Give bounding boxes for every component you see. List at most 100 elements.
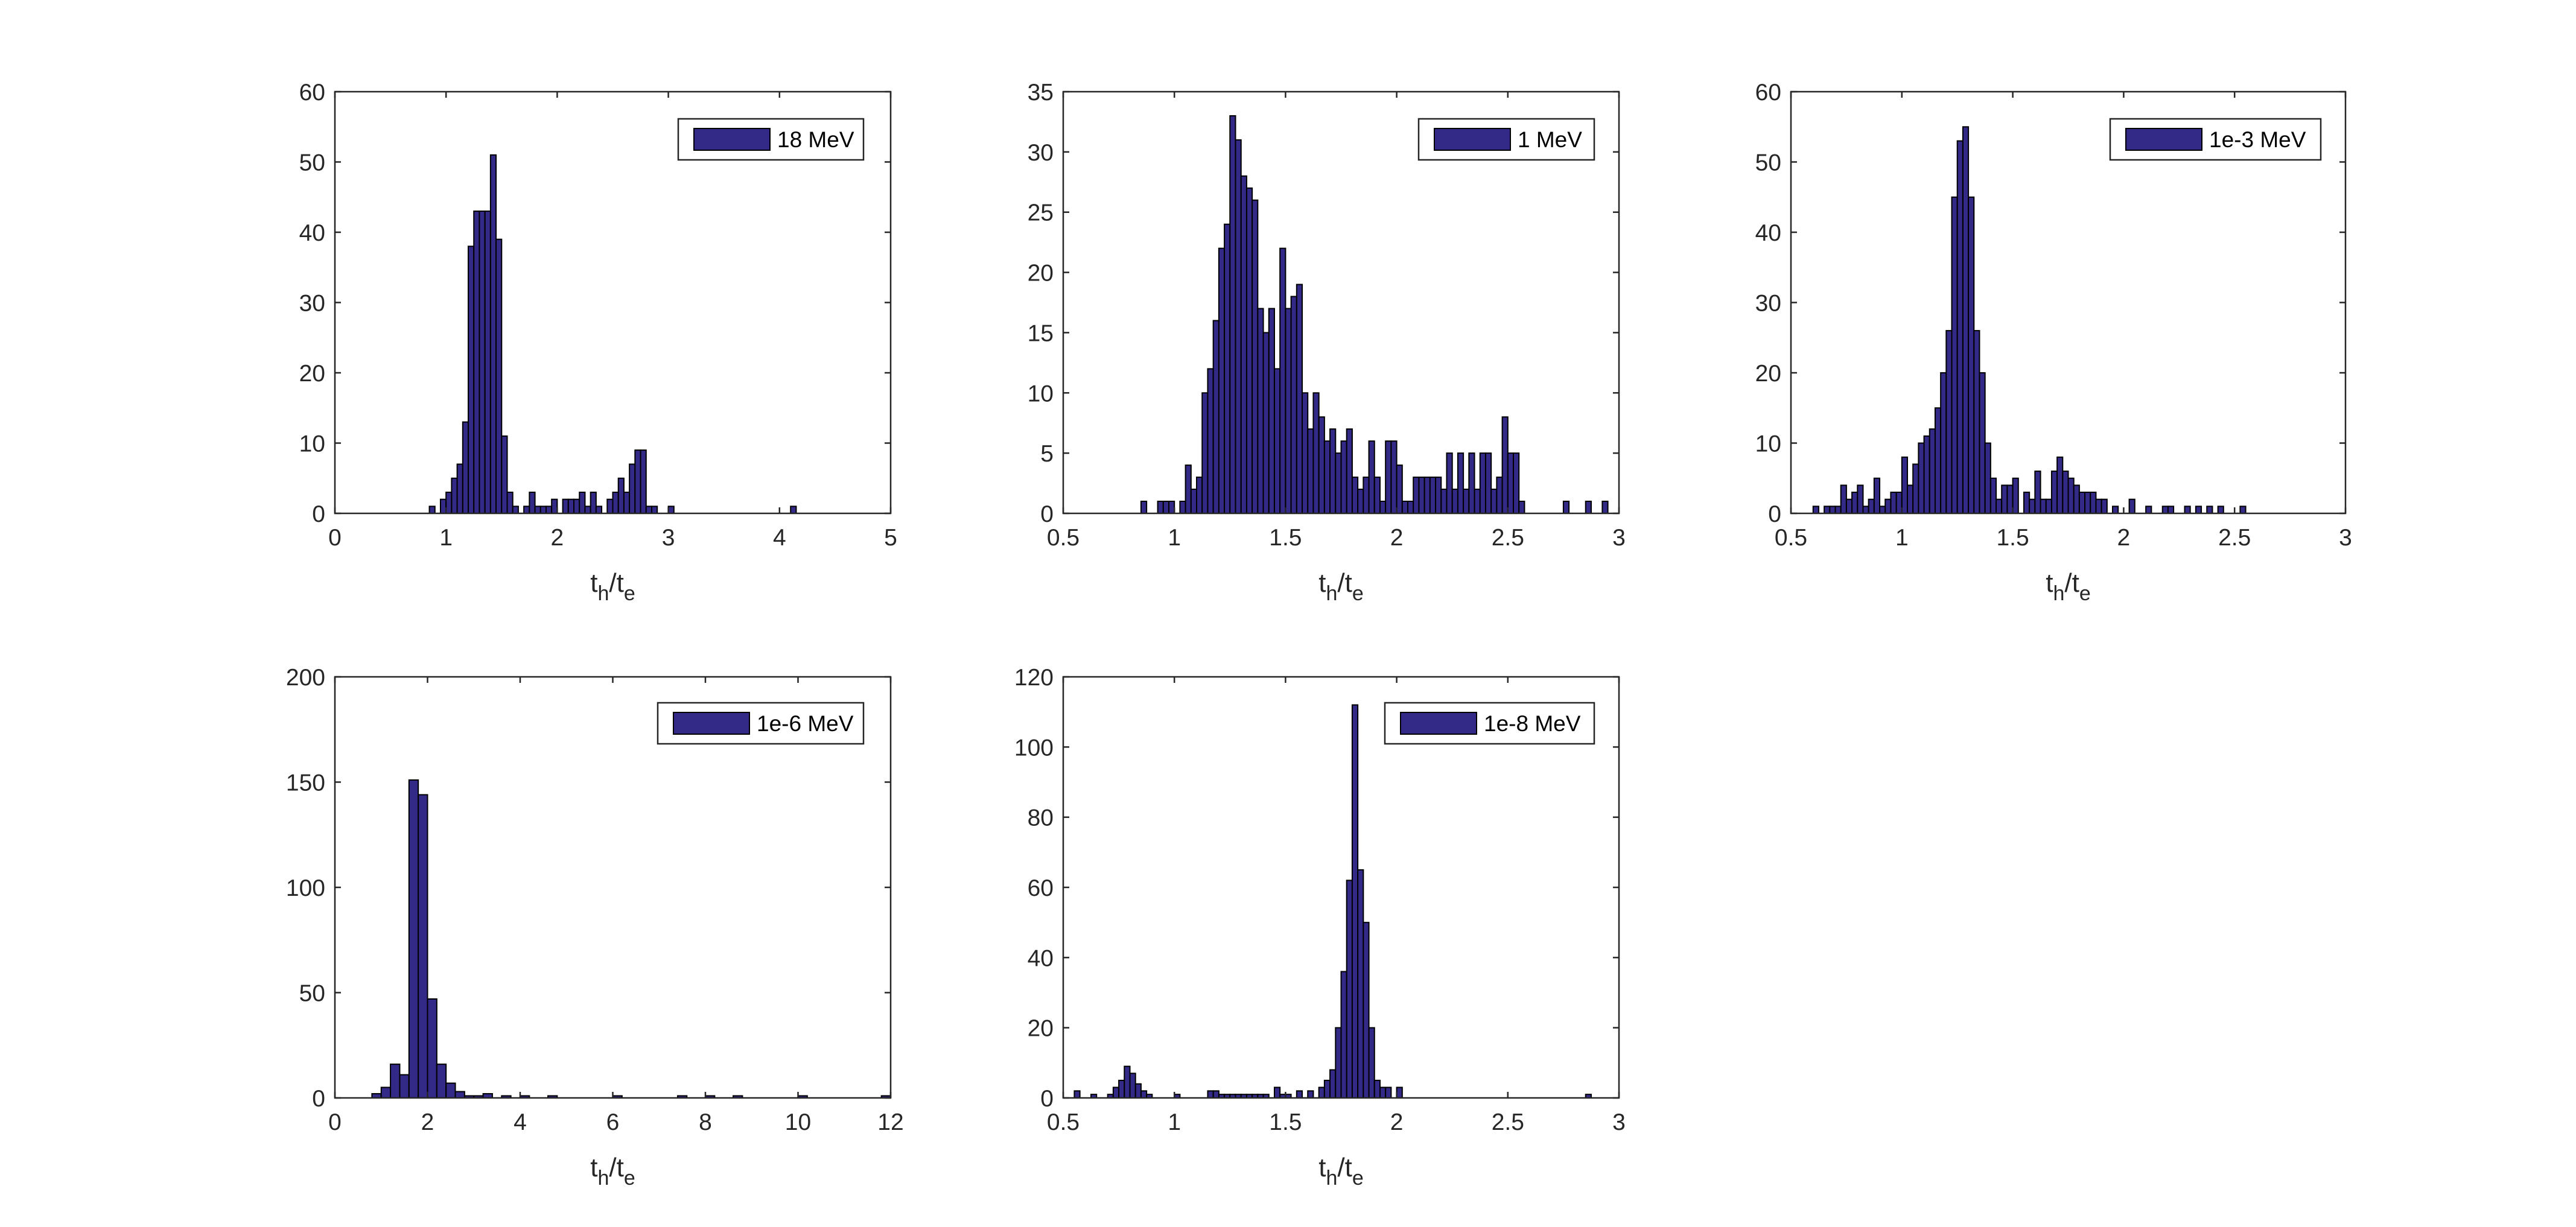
y-tick-label: 60 (1755, 80, 1781, 106)
y-tick-label: 200 (286, 665, 325, 691)
histogram-bar (1984, 442, 1991, 514)
histogram-bar (1073, 1090, 1081, 1099)
histogram-bar (1257, 308, 1264, 514)
y-tick-label: 50 (1755, 150, 1781, 176)
histogram-bar (1490, 489, 1498, 514)
y-tick-label: 40 (1028, 945, 1054, 971)
histogram-bar (645, 506, 652, 514)
histogram-bar (1857, 484, 1864, 515)
histogram-bar (427, 998, 437, 1099)
histogram-bar (462, 421, 469, 514)
x-axis-label-part: e (624, 1167, 635, 1190)
histogram-bar (1296, 284, 1303, 514)
x-tick-label: 0.5 (1775, 525, 1807, 551)
x-axis-label-part: /t (609, 568, 623, 598)
histogram-bar (590, 492, 597, 514)
histogram-bar (1357, 489, 1364, 514)
histogram-bar (1468, 452, 1475, 515)
legend-swatch (2125, 128, 2202, 151)
histogram-bar (1601, 501, 1609, 515)
histogram-bar (1118, 1079, 1125, 1099)
x-tick-label: 0.5 (1047, 1109, 1080, 1135)
histogram-bar (2195, 506, 2202, 514)
x-axis-label: th/te (590, 568, 635, 605)
x-tick-label: 0.5 (1047, 525, 1080, 551)
histogram-bar (595, 506, 603, 514)
histogram-bar (1401, 501, 1409, 515)
histogram-bar (1474, 489, 1481, 514)
histogram-bar (456, 463, 463, 515)
x-tick-label: 1 (1168, 525, 1181, 551)
x-axis-label-part: /t (609, 1153, 623, 1182)
x-tick-label: 4 (773, 525, 786, 551)
y-tick-label: 20 (1755, 361, 1781, 387)
histogram-bar (606, 498, 614, 515)
histogram-bar (1307, 428, 1314, 515)
histogram-bar (1862, 506, 1869, 514)
histogram-bar (1989, 477, 1997, 514)
histogram-bar (451, 477, 458, 514)
histogram-bar (1129, 1073, 1136, 1099)
histogram-bar (1585, 501, 1592, 515)
histogram-bar (1340, 971, 1347, 1099)
histogram-bar (1363, 477, 1370, 515)
histogram-bar (1385, 440, 1392, 514)
histogram-bar (2078, 492, 2086, 514)
histogram-panel-4: 0 2 4 6 8 10 12 0 50 100 150 200 th/te 1e-6 MeV (286, 665, 904, 1190)
histogram-bar (1323, 1079, 1331, 1099)
histogram-bar (1312, 392, 1320, 514)
histogram-bar (1824, 506, 1831, 514)
histogram-bar (1279, 247, 1286, 514)
x-axis-label-part: t (590, 1153, 597, 1182)
histogram-bar (1829, 506, 1836, 514)
histogram-bar (1196, 477, 1203, 515)
histogram-bar (1956, 140, 1964, 515)
histogram-bar (534, 506, 541, 514)
y-tick-label: 100 (286, 875, 325, 901)
histogram-bar (1446, 452, 1453, 515)
histogram-bar (1895, 492, 1903, 514)
x-tick-label: 1.5 (1269, 1109, 1302, 1135)
histogram-bar (2023, 492, 2031, 514)
x-axis-label-part: /t (1337, 568, 1352, 598)
y-tick-label: 80 (1028, 805, 1054, 831)
x-tick-label: 3 (1612, 1109, 1626, 1135)
histogram-bar (1851, 492, 1859, 514)
histogram-bar (1368, 440, 1375, 514)
histogram-bar (650, 506, 658, 514)
histogram-bar (2067, 477, 2075, 514)
histogram-bar (1335, 452, 1342, 515)
histogram-bar (1190, 489, 1198, 514)
x-axis-label-part: e (2079, 582, 2091, 605)
histogram-bar (623, 492, 631, 514)
histogram-bar (2184, 506, 2191, 514)
histogram-bar (454, 1091, 465, 1099)
histogram-bar (1346, 880, 1353, 1099)
x-tick-label: 0 (328, 525, 342, 551)
histogram-bar (495, 238, 503, 514)
histogram-bar (617, 477, 625, 514)
x-tick-label: 12 (877, 1109, 903, 1135)
histogram-bar (1496, 477, 1503, 515)
histogram-bar (1385, 1086, 1392, 1099)
histogram-bar (1224, 223, 1231, 514)
x-axis-label-part: h (1326, 582, 1337, 605)
histogram-bar (1185, 464, 1192, 514)
histogram-bar (1212, 320, 1220, 515)
axes-box (1062, 90, 1620, 515)
x-tick-label: 5 (884, 525, 897, 551)
histogram-bar (1240, 175, 1247, 514)
histogram-bar (1918, 442, 1925, 514)
y-tick-label: 15 (1028, 320, 1054, 346)
histogram-bar (473, 211, 480, 514)
histogram-bar (634, 449, 641, 515)
histogram-bar (1168, 501, 1175, 515)
x-axis-label: th/te (2046, 568, 2091, 605)
x-tick-label: 2 (551, 525, 564, 551)
y-tick-label: 30 (1028, 140, 1054, 166)
histogram-bar (1229, 115, 1236, 514)
x-tick-label: 1 (1895, 525, 1909, 551)
histogram-bar (567, 498, 575, 515)
histogram-bar (2128, 498, 2136, 515)
